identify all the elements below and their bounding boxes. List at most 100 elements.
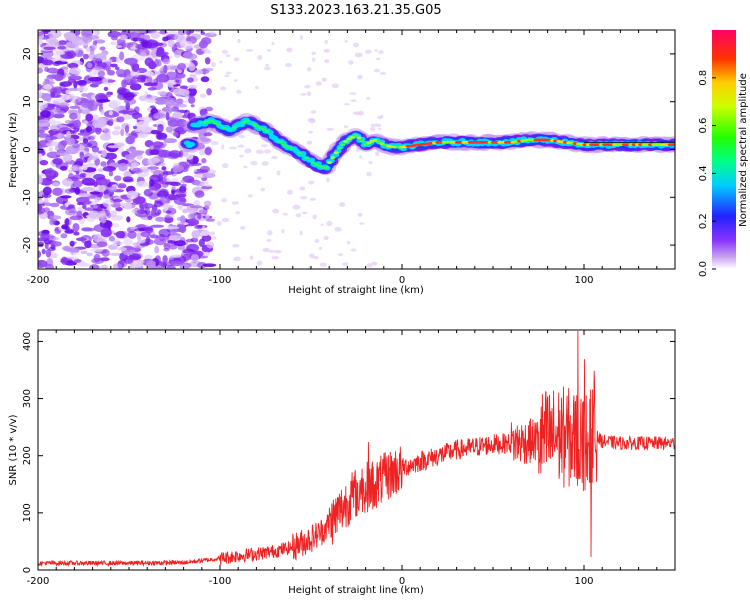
heatmap-noise-blob	[366, 97, 371, 100]
heatmap-noise-blob	[353, 42, 359, 48]
heatmap-noise-blob	[168, 244, 178, 250]
heatmap-noise-blob	[206, 88, 212, 96]
heatmap-noise-blob	[94, 196, 101, 203]
heatmap-noise-blob	[65, 137, 76, 146]
heatmap-noise-blob	[69, 67, 81, 75]
heatmap-noise-blob	[46, 258, 54, 267]
heatmap-noise-blob	[134, 106, 140, 113]
heatmap-noise-blob	[79, 151, 84, 159]
heatmap-noise-blob	[261, 161, 269, 166]
heatmap-noise-blob	[180, 179, 186, 184]
heatmap-marks	[38, 30, 675, 269]
heatmap-noise-blob	[172, 111, 183, 120]
heatmap-noise-blob	[38, 133, 49, 138]
heatmap-noise-blob	[77, 206, 90, 213]
heatmap-noise-blob	[68, 62, 79, 69]
snr-series-line	[38, 330, 675, 568]
heatmap-noise-blob	[239, 154, 244, 158]
heatmap-noise-blob	[115, 66, 120, 71]
heatmap-noise-blob	[221, 49, 229, 54]
heatmap-noise-blob	[116, 184, 127, 189]
heatmap-noise-blob	[78, 192, 91, 197]
heatmap-noise-blob	[118, 110, 130, 114]
heatmap-noise-blob	[74, 99, 79, 107]
heatmap-noise-blob	[136, 209, 148, 214]
heatmap-noise-blob	[304, 84, 311, 89]
heatmap-noise-blob	[38, 199, 45, 204]
heatmap-noise-blob	[344, 39, 348, 43]
heatmap-noise-blob	[157, 190, 169, 198]
heatmap-noise-blob	[175, 98, 184, 105]
heatmap-noise-blob	[309, 197, 316, 201]
heatmap-noise-blob	[38, 153, 43, 158]
heatmap-noise-blob	[157, 59, 162, 67]
heatmap-ridge-core	[349, 135, 356, 139]
heatmap-y-tick-label: 10	[22, 95, 33, 108]
heatmap-noise-blob	[100, 108, 105, 115]
heatmap-noise-blob	[331, 83, 339, 89]
heatmap-noise-blob	[81, 187, 96, 192]
heatmap-noise-blob	[43, 207, 50, 213]
heatmap-noise-blob	[100, 217, 107, 224]
heatmap-noise-blob	[38, 241, 45, 248]
heatmap-noise-blob	[165, 210, 172, 214]
heatmap-noise-blob	[306, 67, 312, 72]
heatmap-noise-blob	[43, 77, 54, 85]
heatmap-noise-blob	[124, 153, 136, 160]
heatmap-noise-blob	[236, 89, 242, 94]
heatmap-noise-blob	[104, 220, 113, 229]
heatmap-noise-blob	[102, 165, 116, 172]
heatmap-noise-blob	[38, 203, 43, 212]
heatmap-noise-blob	[202, 263, 217, 268]
snr-marks	[38, 330, 675, 568]
colorbar-tick-label: 0.2	[698, 213, 709, 229]
heatmap-noise-blob	[318, 246, 323, 250]
heatmap-noise-blob	[176, 216, 184, 222]
heatmap-noise-blob	[75, 237, 87, 242]
heatmap-noise-blob	[314, 239, 320, 243]
heatmap-noise-blob	[117, 86, 127, 95]
heatmap-noise-blob	[225, 54, 231, 58]
heatmap-noise-blob	[101, 149, 107, 158]
heatmap-noise-blob	[122, 176, 134, 182]
heatmap-noise-blob	[171, 106, 180, 112]
snr-frame	[37, 329, 676, 571]
heatmap-noise-blob	[378, 50, 384, 55]
heatmap-noise-blob	[300, 93, 307, 96]
heatmap-noise-blob	[306, 140, 313, 145]
heatmap-noise-blob	[343, 125, 349, 129]
heatmap-noise-blob	[266, 238, 272, 243]
heatmap-noise-blob	[137, 227, 146, 232]
heatmap-noise-blob	[113, 175, 122, 182]
snr-x-tick-label: -200	[27, 576, 50, 587]
heatmap-ridge-core	[248, 121, 254, 125]
heatmap-noise-blob	[179, 264, 190, 269]
snr-panel: 0 100 200 300 400 -200 -100 0 100 Height of str…	[8, 329, 676, 596]
heatmap-noise-blob	[113, 201, 121, 209]
heatmap-noise-blob	[307, 117, 315, 123]
heatmap-noise-blob	[137, 232, 142, 242]
heatmap-noise-blob	[108, 110, 113, 116]
heatmap-noise-blob	[38, 83, 42, 91]
heatmap-noise-blob	[170, 260, 183, 267]
heatmap-noise-blob	[157, 91, 168, 96]
colorbar: 0.0 0.2 0.4 0.6 0.8 Normalized spectral ampl…	[698, 30, 749, 277]
heatmap-noise-blob	[76, 202, 84, 206]
heatmap-noise-blob	[276, 170, 281, 176]
heatmap-noise-blob	[82, 203, 87, 210]
heatmap-noise-blob	[204, 50, 212, 54]
heatmap-noise-blob	[54, 51, 66, 55]
heatmap-y-ticks: -20 -10 0 10 20	[22, 48, 675, 253]
heatmap-noise-blob	[119, 51, 125, 61]
heatmap-noise-blob	[203, 188, 209, 192]
heatmap-ridge-core	[346, 137, 352, 141]
heatmap-noise-blob	[60, 233, 68, 239]
heatmap-noise-blob	[122, 251, 134, 256]
heatmap-noise-blob	[111, 130, 121, 136]
heatmap-noise-blob	[307, 130, 314, 134]
heatmap-noise-blob	[46, 140, 60, 147]
heatmap-ridge-core	[343, 140, 349, 143]
heatmap-noise-blob	[346, 240, 351, 245]
heatmap-noise-blob	[306, 91, 312, 96]
heatmap-noise-blob	[323, 235, 329, 240]
